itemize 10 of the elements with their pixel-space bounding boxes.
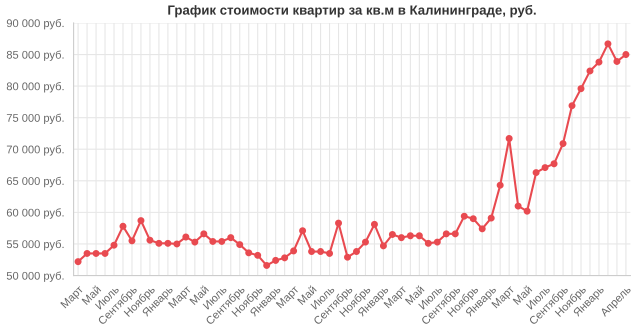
y-tick-label: 80 000 руб. [6,82,64,92]
y-tick-label: 75 000 руб. [6,114,64,124]
y-tick-label: 60 000 руб. [6,208,64,219]
y-tick-label: 70 000 руб. [6,145,64,156]
chart-title: График стоимости квартир за кв.м в Калининграде, руб. [168,4,536,18]
y-tick-label: 50 000 руб. [6,271,64,282]
y-tick-label: 55 000 руб. [6,240,64,250]
y-tick-label: 85 000 руб. [6,50,64,61]
y-tick-label: 65 000 руб. [6,176,64,188]
y-tick-label: 90 000 руб. [6,18,64,30]
